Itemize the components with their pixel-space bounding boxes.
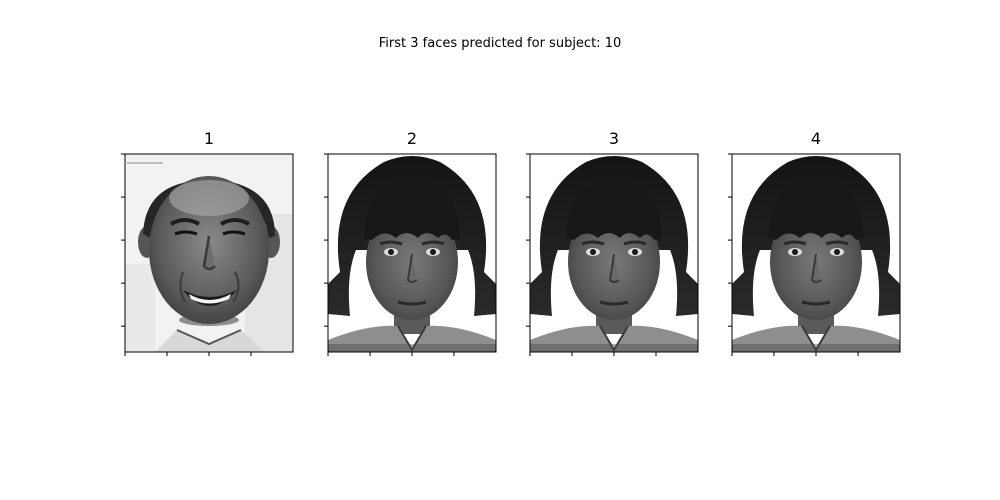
face-panel-1: 1 <box>121 129 295 356</box>
panel-title: 4 <box>811 129 821 148</box>
predicted-face-image <box>326 152 498 354</box>
predicted-face-image <box>730 152 902 354</box>
panel-title: 1 <box>204 129 214 148</box>
panel-title: 2 <box>407 129 417 148</box>
panel-title: 3 <box>609 129 619 148</box>
face-panel-4: 4 <box>728 129 902 356</box>
figure-suptitle: First 3 faces predicted for subject: 10 <box>378 36 622 51</box>
face-panel-2: 2 <box>324 129 498 356</box>
predicted-face-image <box>528 152 700 354</box>
query-face-image <box>123 152 295 354</box>
face-panel-3: 3 <box>526 129 700 356</box>
